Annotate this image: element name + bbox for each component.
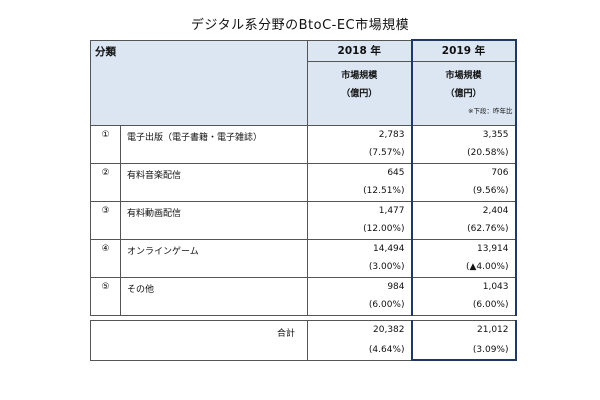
ratio-2018: (6.00%) <box>307 296 412 316</box>
table-row: ② 有料音楽配信 645 706 <box>90 162 517 202</box>
market-size-table: 分類 2018 年 2019 年 市場規模 （億円） 市場規模 （億円） ※下段… <box>90 39 517 361</box>
ratio-2018: (12.51%) <box>307 182 412 202</box>
row-label: その他 <box>120 276 308 316</box>
row-number: ② <box>90 162 121 202</box>
row-number: ④ <box>90 238 121 278</box>
total-row: 合計 20,382 21,012 <box>90 319 517 361</box>
row-number: ⑤ <box>90 276 121 316</box>
value-2018: 645 <box>307 162 412 182</box>
row-number: ③ <box>90 200 121 240</box>
metric-2019-header: 市場規模 （億円） ※下段：昨年比 <box>410 60 517 126</box>
row-label: 電子出版（電子書籍・電子雑誌） <box>120 124 308 164</box>
metric-2018-header: 市場規模 （億円） <box>307 60 412 126</box>
ratio-2018: (7.57%) <box>307 144 412 164</box>
table-row: ③ 有料動画配信 1,477 2,404 <box>90 200 517 240</box>
table-title: デジタル系分野のBtoC-EC市場規模 <box>190 18 410 33</box>
ratio-2019: (▲4.00%) <box>410 258 517 278</box>
ratio-2019: (20.58%) <box>410 144 517 164</box>
total-label: 合計 <box>90 319 308 361</box>
total-row-ratio: (4.64%) (3.09%) <box>91 340 517 361</box>
table-row-ratio: (7.57%) (20.58%) <box>91 144 517 164</box>
value-2018: 1,477 <box>307 200 412 220</box>
metric-2018-label: 市場規模 <box>341 70 378 81</box>
ratio-2018: (3.00%) <box>307 258 412 278</box>
ratio-2019: (62.76%) <box>410 220 517 240</box>
row-label: オンラインゲーム <box>120 238 308 278</box>
total-ratio-2019: (3.09%) <box>410 340 517 361</box>
table-row: ⑤ その他 984 1,043 <box>90 276 517 316</box>
table-row-ratio: (12.51%) (9.56%) <box>91 182 517 202</box>
table-row: ① 電子出版（電子書籍・電子雑誌） 2,783 3,355 <box>90 124 517 164</box>
value-2019: 1,043 <box>410 276 517 296</box>
value-2018: 2,783 <box>307 124 412 144</box>
yoy-note: ※下段：昨年比 <box>468 106 513 115</box>
unit-2019-label: （億円） <box>445 88 482 99</box>
value-2018: 14,494 <box>307 238 412 258</box>
row-number: ① <box>90 124 121 164</box>
market-size-table-wrapper: 分類 2018 年 2019 年 市場規模 （億円） 市場規模 （億円） ※下段… <box>90 39 517 361</box>
total-ratio-2018: (4.64%) <box>307 340 412 361</box>
ratio-2019: (9.56%) <box>410 182 517 202</box>
total-value-2019: 21,012 <box>410 319 517 340</box>
value-2019: 706 <box>410 162 517 182</box>
value-2018: 984 <box>307 276 412 296</box>
table-row: ④ オンラインゲーム 14,494 13,914 <box>90 238 517 278</box>
value-2019: 2,404 <box>410 200 517 220</box>
ratio-2019: (6.00%) <box>410 296 517 316</box>
row-label: 有料動画配信 <box>120 200 308 240</box>
unit-2018-label: （億円） <box>341 88 378 99</box>
metric-2019-label: 市場規模 <box>445 70 482 81</box>
year-2019-header: 2019 年 <box>410 39 517 62</box>
category-header: 分類 <box>90 39 308 126</box>
value-2019: 3,355 <box>410 124 517 144</box>
ratio-2018: (12.00%) <box>307 220 412 240</box>
total-value-2018: 20,382 <box>307 319 412 340</box>
value-2019: 13,914 <box>410 238 517 258</box>
row-label: 有料音楽配信 <box>120 162 308 202</box>
year-2018-header: 2018 年 <box>307 39 412 62</box>
